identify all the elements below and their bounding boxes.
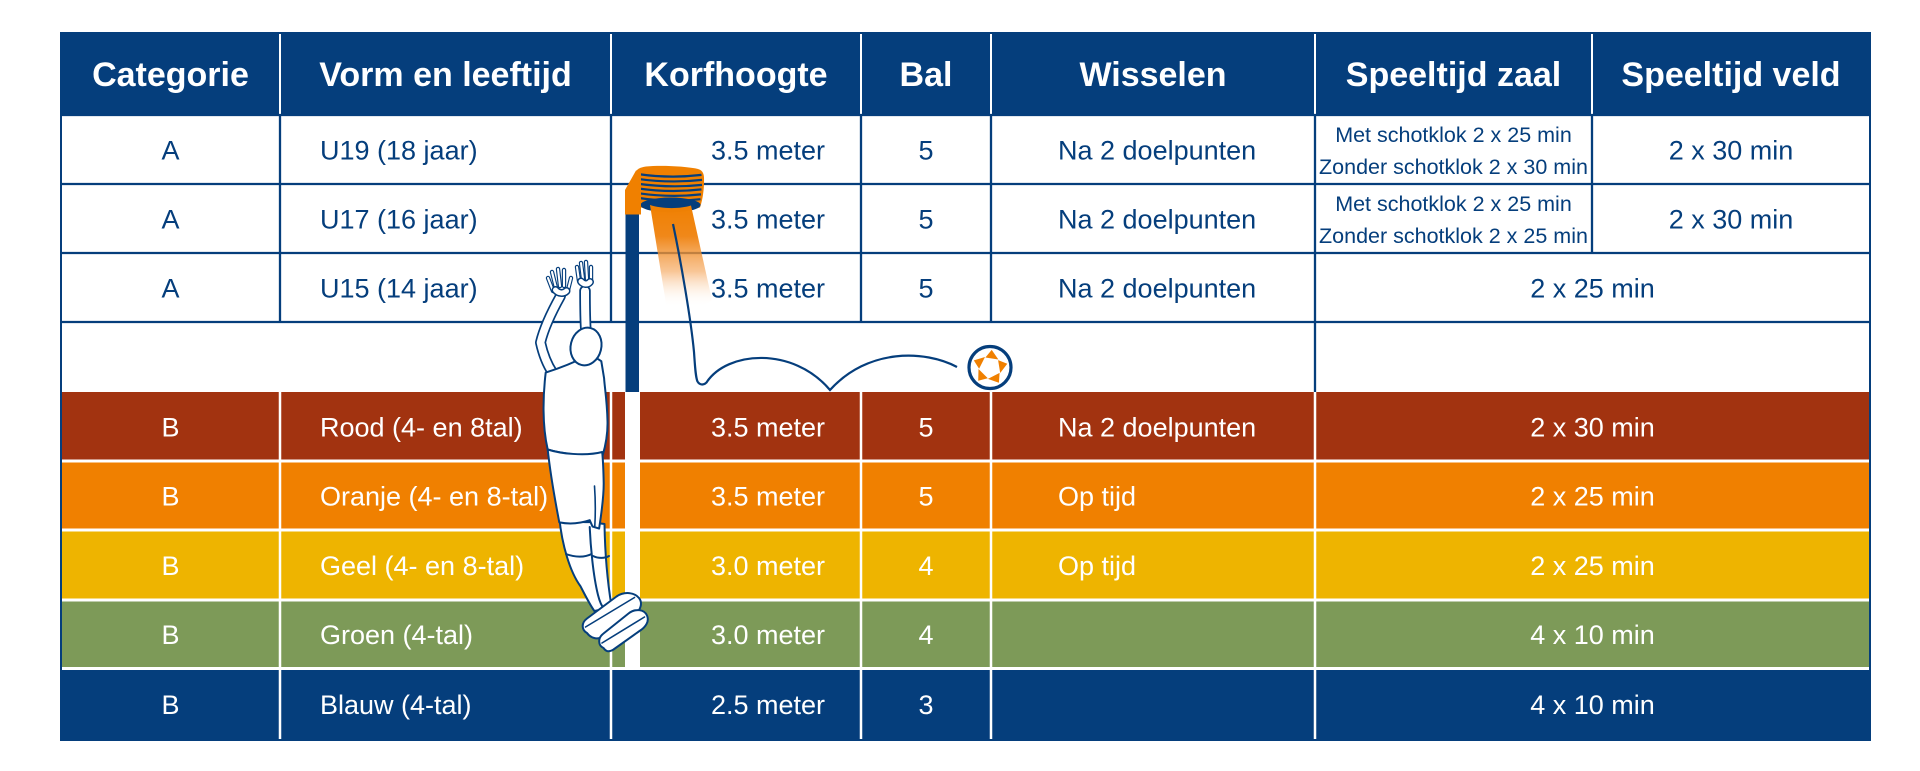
svg-text:Met schotklok 2 x 25 min: Met schotklok 2 x 25 min	[1335, 123, 1572, 147]
svg-text:Speeltijd veld: Speeltijd veld	[1621, 56, 1840, 94]
svg-text:4: 4	[918, 551, 933, 581]
svg-text:Zonder schotklok 2 x 25 min: Zonder schotklok 2 x 25 min	[1319, 224, 1588, 248]
svg-text:5: 5	[918, 136, 933, 166]
svg-text:Geel (4- en 8-tal): Geel (4- en 8-tal)	[320, 551, 524, 581]
svg-text:2 x 30 min: 2 x 30 min	[1669, 205, 1794, 235]
svg-text:Blauw (4-tal): Blauw (4-tal)	[320, 690, 472, 720]
svg-text:3.5 meter: 3.5 meter	[711, 274, 825, 304]
svg-text:B: B	[161, 413, 179, 443]
svg-text:4 x 10 min: 4 x 10 min	[1530, 690, 1655, 720]
svg-text:B: B	[161, 690, 179, 720]
svg-text:Categorie: Categorie	[92, 56, 249, 94]
svg-text:3.5 meter: 3.5 meter	[711, 205, 825, 235]
svg-text:Op tijd: Op tijd	[1058, 551, 1136, 581]
svg-text:A: A	[161, 136, 179, 166]
svg-text:5: 5	[918, 274, 933, 304]
svg-text:3.5 meter: 3.5 meter	[711, 136, 825, 166]
svg-text:B: B	[161, 620, 179, 650]
svg-text:4: 4	[918, 620, 933, 650]
svg-text:Korfhoogte: Korfhoogte	[644, 56, 827, 94]
svg-text:A: A	[161, 205, 179, 235]
svg-text:Rood (4- en 8tal): Rood (4- en 8tal)	[320, 413, 523, 443]
svg-text:2 x 30 min: 2 x 30 min	[1669, 136, 1794, 166]
svg-text:3.0 meter: 3.0 meter	[711, 620, 825, 650]
svg-text:Op tijd: Op tijd	[1058, 482, 1136, 512]
svg-text:Speeltijd zaal: Speeltijd zaal	[1346, 56, 1561, 94]
svg-text:2.5 meter: 2.5 meter	[711, 690, 825, 720]
svg-text:2 x 25 min: 2 x 25 min	[1530, 274, 1655, 304]
svg-text:Na 2 doelpunten: Na 2 doelpunten	[1058, 205, 1256, 235]
svg-text:Groen (4-tal): Groen (4-tal)	[320, 620, 473, 650]
svg-text:Oranje (4- en 8-tal): Oranje (4- en 8-tal)	[320, 482, 548, 512]
svg-text:5: 5	[918, 413, 933, 443]
svg-text:2 x 25 min: 2 x 25 min	[1530, 482, 1655, 512]
svg-text:3.5 meter: 3.5 meter	[711, 413, 825, 443]
svg-text:U19 (18 jaar): U19 (18 jaar)	[320, 136, 478, 166]
svg-text:2 x 25 min: 2 x 25 min	[1530, 551, 1655, 581]
svg-text:B: B	[161, 551, 179, 581]
svg-text:B: B	[161, 482, 179, 512]
svg-text:Na 2 doelpunten: Na 2 doelpunten	[1058, 413, 1256, 443]
svg-text:4 x 10 min: 4 x 10 min	[1530, 620, 1655, 650]
svg-text:Bal: Bal	[900, 56, 953, 94]
svg-text:5: 5	[918, 482, 933, 512]
svg-text:Na 2 doelpunten: Na 2 doelpunten	[1058, 274, 1256, 304]
svg-text:Zonder schotklok 2 x 30 min: Zonder schotklok 2 x 30 min	[1319, 155, 1588, 179]
svg-text:U15 (14 jaar): U15 (14 jaar)	[320, 274, 478, 304]
svg-text:3.0 meter: 3.0 meter	[711, 551, 825, 581]
svg-text:Met schotklok 2 x 25 min: Met schotklok 2 x 25 min	[1335, 192, 1572, 216]
svg-text:Wisselen: Wisselen	[1079, 56, 1226, 94]
svg-text:U17 (16 jaar): U17 (16 jaar)	[320, 205, 478, 235]
svg-text:Vorm en leeftijd: Vorm en leeftijd	[319, 56, 572, 94]
svg-text:A: A	[161, 274, 179, 304]
svg-text:2 x 30 min: 2 x 30 min	[1530, 413, 1655, 443]
svg-text:3.5 meter: 3.5 meter	[711, 482, 825, 512]
svg-text:3: 3	[918, 690, 933, 720]
svg-text:5: 5	[918, 205, 933, 235]
svg-text:Na 2 doelpunten: Na 2 doelpunten	[1058, 136, 1256, 166]
